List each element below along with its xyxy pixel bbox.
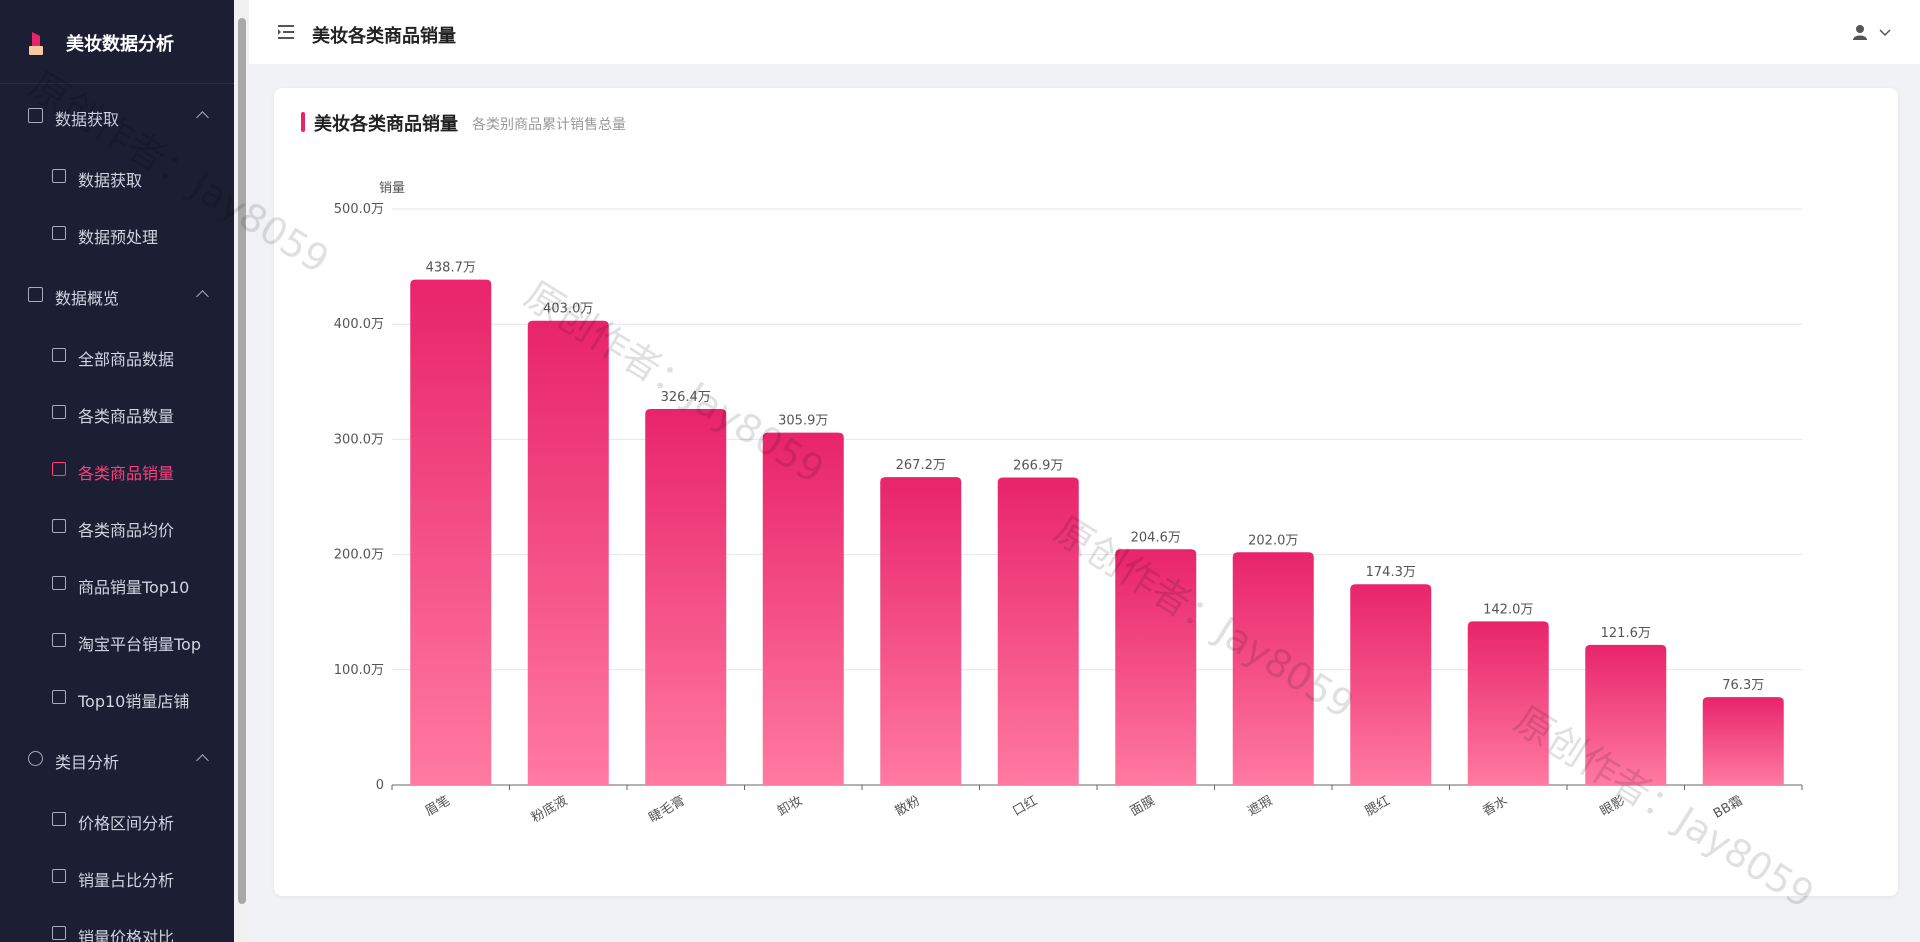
item-icon — [52, 519, 66, 533]
user-menu[interactable] — [1852, 24, 1896, 42]
x-tick-label: 卸妆 — [775, 793, 806, 820]
x-tick-label: 粉底液 — [528, 793, 570, 826]
bar — [997, 477, 1079, 785]
caret — [196, 111, 209, 124]
bar — [645, 408, 727, 785]
bar — [527, 320, 609, 785]
menu-item[interactable]: 各类商品均价 — [78, 521, 175, 540]
menu-item[interactable]: 数据预处理 — [78, 228, 159, 247]
value-label: 202.0万 — [1248, 533, 1298, 548]
x-tick-label: 香水 — [1480, 793, 1510, 819]
bar — [1115, 549, 1197, 785]
menu-group[interactable]: 数据概览 — [55, 289, 120, 308]
item-icon — [52, 869, 66, 883]
group-icon — [28, 108, 43, 123]
logo — [29, 32, 43, 55]
value-label: 174.3万 — [1366, 565, 1416, 580]
x-tick-label: 散粉 — [893, 793, 923, 819]
x-tick-label: BB霜 — [1711, 793, 1745, 821]
y-tick-label: 200.0万 — [334, 548, 384, 563]
value-label: 76.3万 — [1722, 678, 1764, 693]
y-tick-label: 0 — [376, 778, 384, 793]
bar — [1350, 584, 1432, 785]
y-tick-label: 300.0万 — [334, 432, 384, 447]
value-label: 438.7万 — [426, 261, 476, 276]
value-label: 267.2万 — [896, 458, 946, 473]
menu-item[interactable]: Top10销量店铺 — [78, 692, 190, 711]
x-tick-label: 睫毛膏 — [646, 793, 688, 826]
value-label: 266.9万 — [1013, 459, 1063, 474]
item-icon — [52, 633, 66, 647]
menu-toggle[interactable] — [277, 24, 295, 40]
menu-group[interactable]: 数据获取 — [55, 110, 120, 129]
item-icon — [52, 348, 66, 362]
bar — [1585, 644, 1667, 785]
item-icon — [52, 169, 66, 183]
menu-item[interactable]: 各类商品数量 — [78, 407, 175, 426]
card-subtitle: 各类别商品累计销售总量 — [472, 117, 626, 133]
y-tick-label: 400.0万 — [334, 317, 384, 332]
value-label: 326.4万 — [661, 390, 711, 405]
group-icon — [28, 751, 43, 766]
value-label: 142.0万 — [1483, 602, 1533, 617]
caret — [196, 754, 209, 767]
brand: 美妆数据分析 — [66, 34, 174, 55]
x-tick-label: 眉笔 — [422, 793, 453, 820]
menu-item[interactable]: 全部商品数据 — [78, 350, 175, 369]
y-tick-label: 100.0万 — [334, 663, 384, 678]
chart: 销量 0 100.0万 200.0万 300.0万 400.0万 500.0万 438.7万… — [334, 181, 1803, 826]
y-axis-label: 销量 — [379, 181, 405, 196]
separator — [0, 83, 234, 84]
card-title: 美妆各类商品销量 — [314, 114, 458, 135]
scrollbar-thumb[interactable] — [238, 18, 246, 904]
x-tick-label: 遮瑕 — [1245, 793, 1276, 820]
value-label: 305.9万 — [778, 414, 828, 429]
value-label: 204.6万 — [1131, 530, 1181, 545]
menu-item[interactable]: 各类商品销量 — [78, 464, 175, 483]
item-icon — [52, 462, 66, 476]
y-tick-label: 500.0万 — [334, 202, 384, 217]
header-title: 美妆各类商品销量 — [312, 26, 456, 47]
menu-item[interactable]: 商品销量Top10 — [78, 578, 190, 597]
chart-card: 美妆各类商品销量 各类别商品累计销售总量 销量 0 100.0万 200.0万 300… — [274, 88, 1898, 896]
x-tick-label: 腮红 — [1362, 793, 1393, 820]
value-label: 121.6万 — [1601, 626, 1651, 641]
menu-group[interactable]: 类目分析 — [55, 753, 120, 772]
bar — [880, 477, 962, 785]
sidebar: 美妆数据分析 数据获取 数据获取 数据预处理 数据概览 全部商品数据 各类商品数量 各类商品… — [0, 0, 234, 942]
item-icon — [52, 576, 66, 590]
bar — [1232, 552, 1314, 785]
bar — [1467, 621, 1549, 785]
item-icon — [52, 226, 66, 240]
x-tick-label: 口红 — [1010, 793, 1041, 820]
value-label: 403.0万 — [543, 302, 593, 317]
menu-item[interactable]: 销量价格对比 — [78, 928, 175, 942]
group-icon — [28, 287, 43, 302]
title-accent — [301, 112, 305, 132]
item-icon — [52, 926, 66, 940]
menu-item[interactable]: 淘宝平台销量Top — [78, 635, 202, 654]
item-icon — [52, 812, 66, 826]
x-tick-label: 眼影 — [1598, 793, 1628, 819]
bar — [410, 279, 492, 785]
item-icon — [52, 405, 66, 419]
menu-item[interactable]: 数据获取 — [78, 171, 143, 190]
header: 美妆各类商品销量 — [249, 0, 1920, 64]
bar — [1702, 697, 1784, 785]
bar — [762, 432, 844, 785]
item-icon — [52, 690, 66, 704]
menu-item[interactable]: 销量占比分析 — [78, 871, 175, 890]
caret — [196, 290, 209, 303]
x-tick-label: 面膜 — [1128, 793, 1158, 819]
menu-item[interactable]: 价格区间分析 — [78, 814, 175, 833]
